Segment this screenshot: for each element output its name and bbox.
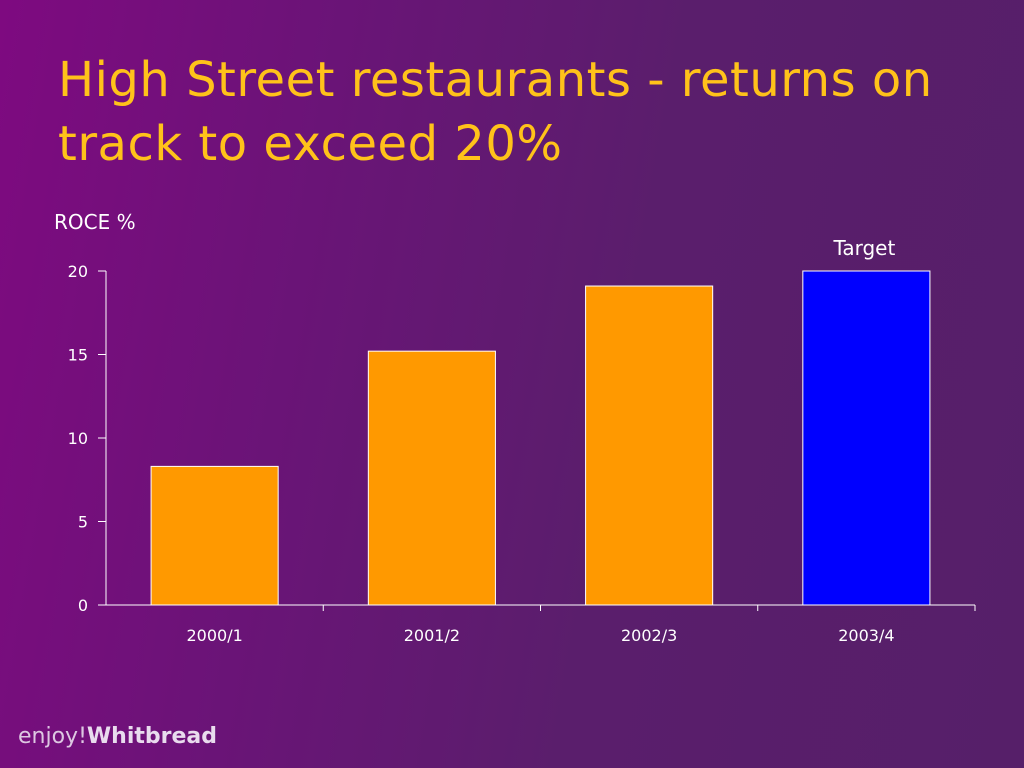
- brand-prefix: enjoy!: [18, 724, 87, 749]
- x-tick-label: 2001/2: [404, 626, 460, 645]
- x-tick-label: 2002/3: [621, 626, 677, 645]
- y-tick-label: 10: [68, 429, 88, 448]
- brand-name: Whitbread: [86, 724, 217, 749]
- y-tick-label: 0: [78, 596, 88, 615]
- slide-title: High Street restaurants - returns on tra…: [58, 52, 933, 172]
- y-axis-label: ROCE %: [54, 210, 136, 234]
- target-annotation: Target: [832, 236, 895, 260]
- bar-2000-1: [150, 465, 279, 606]
- x-tick-label: 2003/4: [838, 626, 894, 645]
- bar-2003-4: [802, 270, 931, 606]
- y-tick-label: 5: [78, 513, 88, 532]
- y-tick-label: 20: [68, 262, 88, 281]
- bar-2002-3: [585, 285, 714, 606]
- bar-2001-2: [367, 350, 496, 606]
- brand-logo: enjoy!Whitbread: [18, 724, 217, 749]
- y-tick-label: 15: [68, 346, 88, 365]
- x-tick-label: 2000/1: [186, 626, 242, 645]
